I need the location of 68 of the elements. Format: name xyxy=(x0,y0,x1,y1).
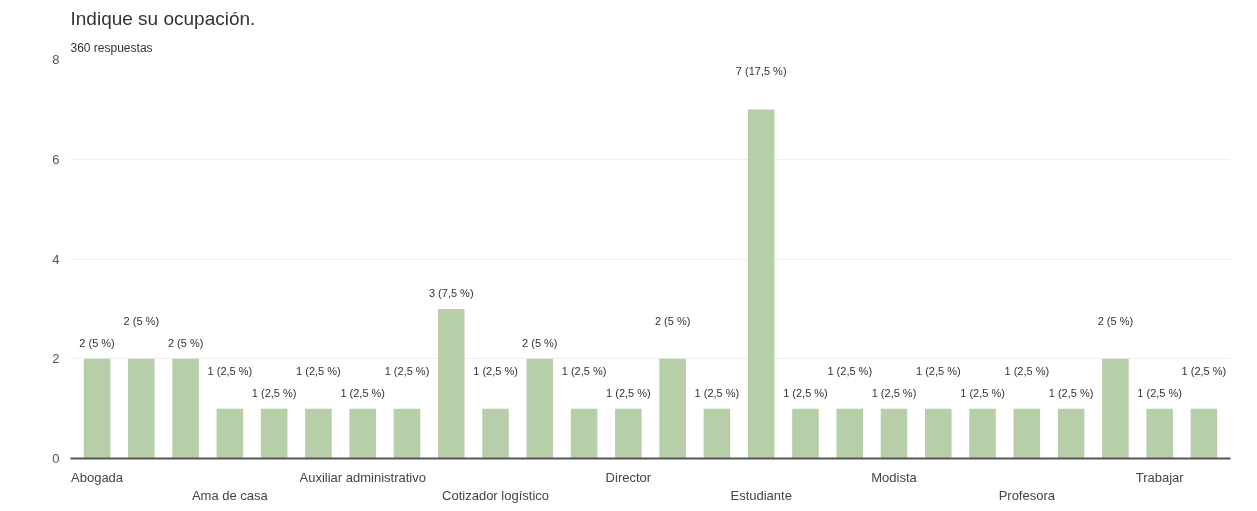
bar xyxy=(1190,408,1218,459)
bar xyxy=(969,408,996,459)
bar xyxy=(570,408,598,459)
bar xyxy=(128,358,155,459)
y-tick-label: 8 xyxy=(52,52,60,67)
bar xyxy=(305,408,332,459)
bar xyxy=(260,408,288,459)
data-label: 1 (2,5 %) xyxy=(1181,364,1227,377)
data-label: 1 (2,5 %) xyxy=(1004,364,1050,377)
bar xyxy=(393,408,421,459)
bar xyxy=(172,358,199,459)
data-label: 1 (2,5 %) xyxy=(606,387,651,400)
x-tick-label: Cotizador logístico xyxy=(442,487,550,503)
data-label: 1 (2,5 %) xyxy=(561,364,607,377)
x-tick-label: Auxiliar administrativo xyxy=(299,469,426,485)
bar xyxy=(1057,408,1085,459)
data-label: 2 (5 %) xyxy=(79,337,115,350)
data-label: 1 (2,5 %) xyxy=(1048,387,1094,400)
data-label: 1 (2,5 %) xyxy=(340,387,386,400)
x-tick-label: Estudiante xyxy=(730,487,792,503)
bar xyxy=(437,308,465,459)
x-tick-label: Trabajar xyxy=(1135,469,1185,485)
data-label: 1 (2,5 %) xyxy=(473,364,518,377)
data-label: 1 (2,5 %) xyxy=(915,364,961,377)
data-label: 1 (2,5 %) xyxy=(827,364,873,377)
x-tick-label: Modista xyxy=(871,469,918,485)
y-tick-label: 6 xyxy=(52,151,60,167)
data-label: 1 (2,5 %) xyxy=(207,364,253,377)
data-label: 1 (2,5 %) xyxy=(1137,387,1182,400)
bar xyxy=(747,109,775,459)
bar xyxy=(482,408,509,459)
data-label: 3 (7,5 %) xyxy=(428,287,474,300)
chart-title: Indique su ocupación. xyxy=(70,7,256,29)
data-label: 2 (5 %) xyxy=(123,314,160,327)
data-label: 1 (2,5 %) xyxy=(783,387,828,400)
bar xyxy=(1146,408,1173,459)
data-label: 2 (5 %) xyxy=(522,337,558,350)
bar xyxy=(615,408,642,459)
bar xyxy=(703,408,731,459)
data-label: 7 (17,5 %) xyxy=(735,65,787,78)
bar xyxy=(659,358,686,459)
data-label: 1 (2,5 %) xyxy=(871,387,917,400)
bar xyxy=(1102,358,1129,459)
bar xyxy=(1013,408,1041,459)
bar xyxy=(216,408,244,459)
data-label: 1 (2,5 %) xyxy=(384,364,430,377)
bar xyxy=(83,358,111,459)
y-tick-label: 4 xyxy=(52,251,60,267)
bar xyxy=(526,358,554,459)
x-tick-label: Abogada xyxy=(71,469,124,485)
data-label: 2 (5 %) xyxy=(167,337,204,350)
bar xyxy=(880,408,908,459)
data-label: 1 (2,5 %) xyxy=(296,364,341,377)
y-tick-label: 0 xyxy=(52,451,60,466)
x-tick-label: Profesora xyxy=(998,487,1056,503)
data-label: 1 (2,5 %) xyxy=(694,387,740,400)
x-tick-label: Ama de casa xyxy=(191,487,269,503)
data-label: 1 (2,5 %) xyxy=(960,387,1005,400)
data-label: 1 (2,5 %) xyxy=(251,387,297,400)
bar xyxy=(792,408,819,459)
bar xyxy=(925,408,952,459)
data-label: 2 (5 %) xyxy=(1097,314,1134,327)
chart-subtitle: 360 respuestas xyxy=(70,40,153,55)
x-tick-label: Director xyxy=(605,469,652,485)
bar xyxy=(349,408,376,459)
y-tick-label: 2 xyxy=(52,351,60,367)
data-label: 2 (5 %) xyxy=(654,314,691,327)
bar xyxy=(836,408,864,459)
